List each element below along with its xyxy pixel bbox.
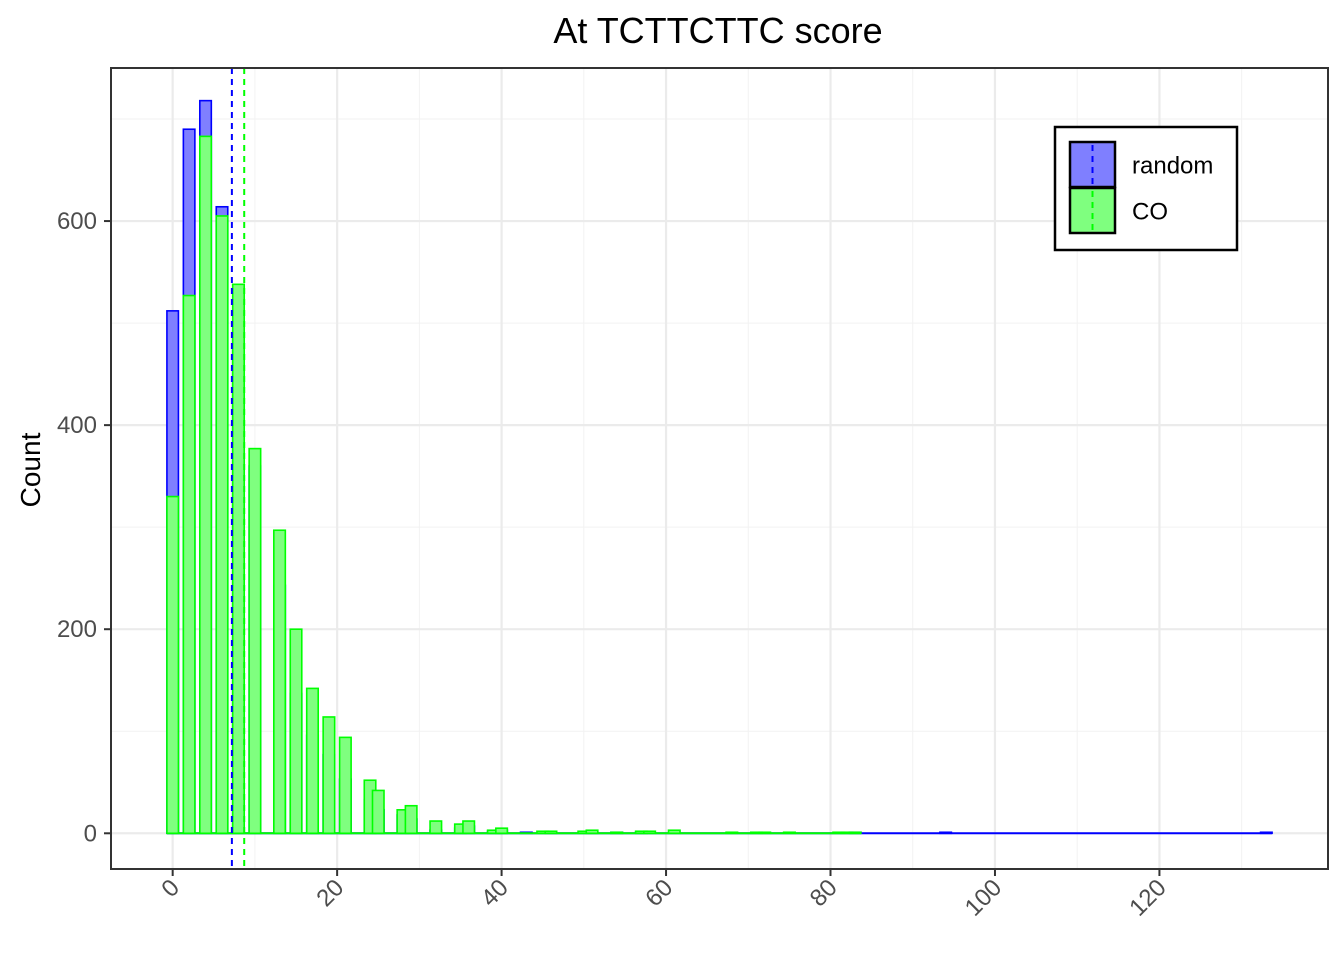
y-tick-label: 0: [84, 820, 97, 847]
grid-lines: [111, 68, 1328, 869]
y-tick-label: 200: [57, 616, 97, 643]
bar-co: [371, 789, 385, 835]
legend-label-co: CO: [1132, 199, 1168, 226]
y-axis-title: Count: [15, 432, 46, 507]
bar-co: [273, 529, 287, 835]
bar-co: [544, 830, 558, 835]
bar-co: [495, 827, 509, 835]
bar-co: [462, 820, 476, 835]
bar-co: [848, 831, 862, 835]
bar-co: [782, 831, 796, 835]
bar-co: [305, 687, 320, 835]
bar-co: [725, 831, 739, 835]
bar-random: [1259, 831, 1273, 835]
bar-co: [231, 283, 246, 835]
bar-co: [585, 829, 599, 835]
bar-co: [404, 804, 418, 835]
bar-co: [248, 447, 262, 835]
y-tick-label: 400: [57, 412, 97, 439]
legend: random CO: [1053, 125, 1239, 252]
bar-co: [758, 831, 772, 835]
bar-co: [199, 135, 213, 835]
mean-lines: [230, 68, 246, 869]
bar-co: [338, 736, 352, 835]
bar-co: [610, 831, 624, 835]
legend-label-random: random: [1132, 153, 1213, 180]
bar-co: [166, 495, 180, 835]
bar-co: [643, 830, 657, 835]
bar-co: [322, 716, 336, 835]
bar-co: [667, 829, 681, 835]
y-tick-label: 600: [57, 208, 97, 235]
bar-co: [182, 294, 196, 835]
bar-co: [289, 628, 303, 835]
bar-random: [939, 831, 953, 835]
bar-co: [215, 215, 229, 835]
bar-co: [429, 820, 443, 835]
plot-panel-border: [110, 67, 1329, 870]
bars: [166, 99, 1273, 835]
chart-title: At TCTTCTTC score: [553, 10, 882, 51]
